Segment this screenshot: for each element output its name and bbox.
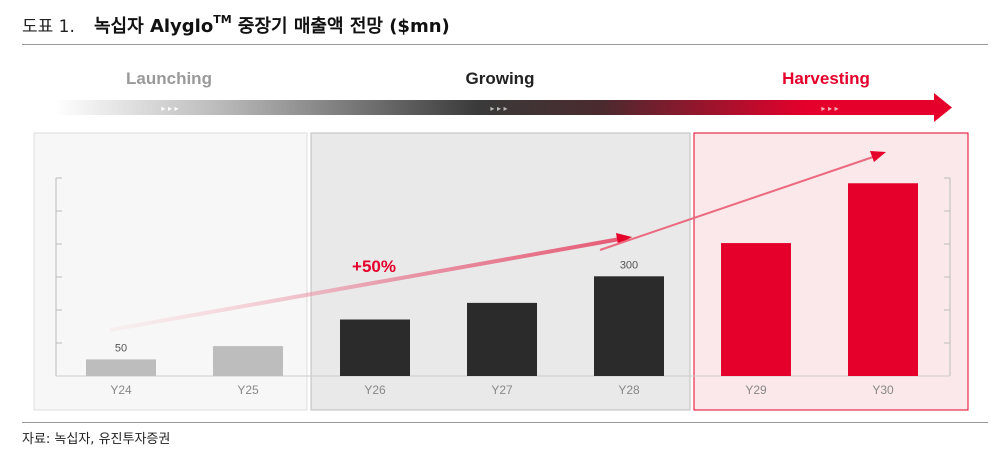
progress-band-arrowhead [934, 93, 952, 122]
bottom-rule [22, 422, 988, 423]
phase-label-growing: Growing [466, 69, 535, 88]
title-trademark: TM [213, 13, 232, 26]
growth-arrow-1-head [616, 233, 632, 245]
bars: Y24 50 Y25 Y26 Y27 Y28 300 Y29 Y30 [86, 183, 918, 397]
x-tick-label: Y24 [110, 383, 132, 397]
growth-arrow-1 [109, 237, 621, 332]
chevrons-launching: ▸ ▸ ▸ [161, 104, 178, 113]
bar-y29 [721, 243, 791, 376]
phase-label-launching: Launching [126, 69, 212, 88]
bar-y27 [467, 302, 537, 376]
x-tick-label: Y29 [745, 383, 767, 397]
chart-title: 녹십자 AlygloTM 중장기 매출액 전망 ($mn) [94, 12, 450, 38]
source-note: 자료: 녹십자, 유진투자증권 [22, 432, 171, 447]
growth-arrow-2 [599, 156, 874, 251]
progress-band [55, 100, 937, 115]
x-tick-label: Y26 [364, 383, 386, 397]
title-rest: 중장기 매출액 전망 ($mn) [231, 16, 450, 37]
figure-label: 도표 1. [22, 17, 75, 37]
x-tick-label: Y30 [872, 383, 894, 397]
bar-y25 [213, 346, 283, 376]
title-main: 녹십자 Alyglo [94, 16, 214, 37]
growth-arrow-2-head [870, 151, 886, 162]
bar-y30 [848, 183, 918, 376]
growth-annotation: +50% [352, 257, 396, 276]
bar-y24 [86, 359, 156, 376]
x-tick-label: Y25 [237, 383, 259, 397]
data-label-y24: 50 [115, 342, 127, 354]
data-label-y28: 300 [620, 259, 638, 271]
top-rule [22, 44, 988, 45]
bar-y28 [594, 276, 664, 376]
bar-y26 [340, 319, 410, 376]
x-tick-label: Y27 [491, 383, 513, 397]
chevrons-harvesting: ▸ ▸ ▸ [821, 104, 838, 113]
axis-ticks [55, 177, 951, 377]
chevrons-growing: ▸ ▸ ▸ [490, 104, 507, 113]
x-tick-label: Y28 [618, 383, 640, 397]
title-row: 도표 1. 녹십자 AlygloTM 중장기 매출액 전망 ($mn) [22, 12, 450, 42]
phase-label-harvesting: Harvesting [782, 69, 870, 88]
chart: ▸ ▸ ▸ ▸ ▸ ▸ ▸ ▸ ▸ Launching Growing Harv… [33, 69, 969, 411]
